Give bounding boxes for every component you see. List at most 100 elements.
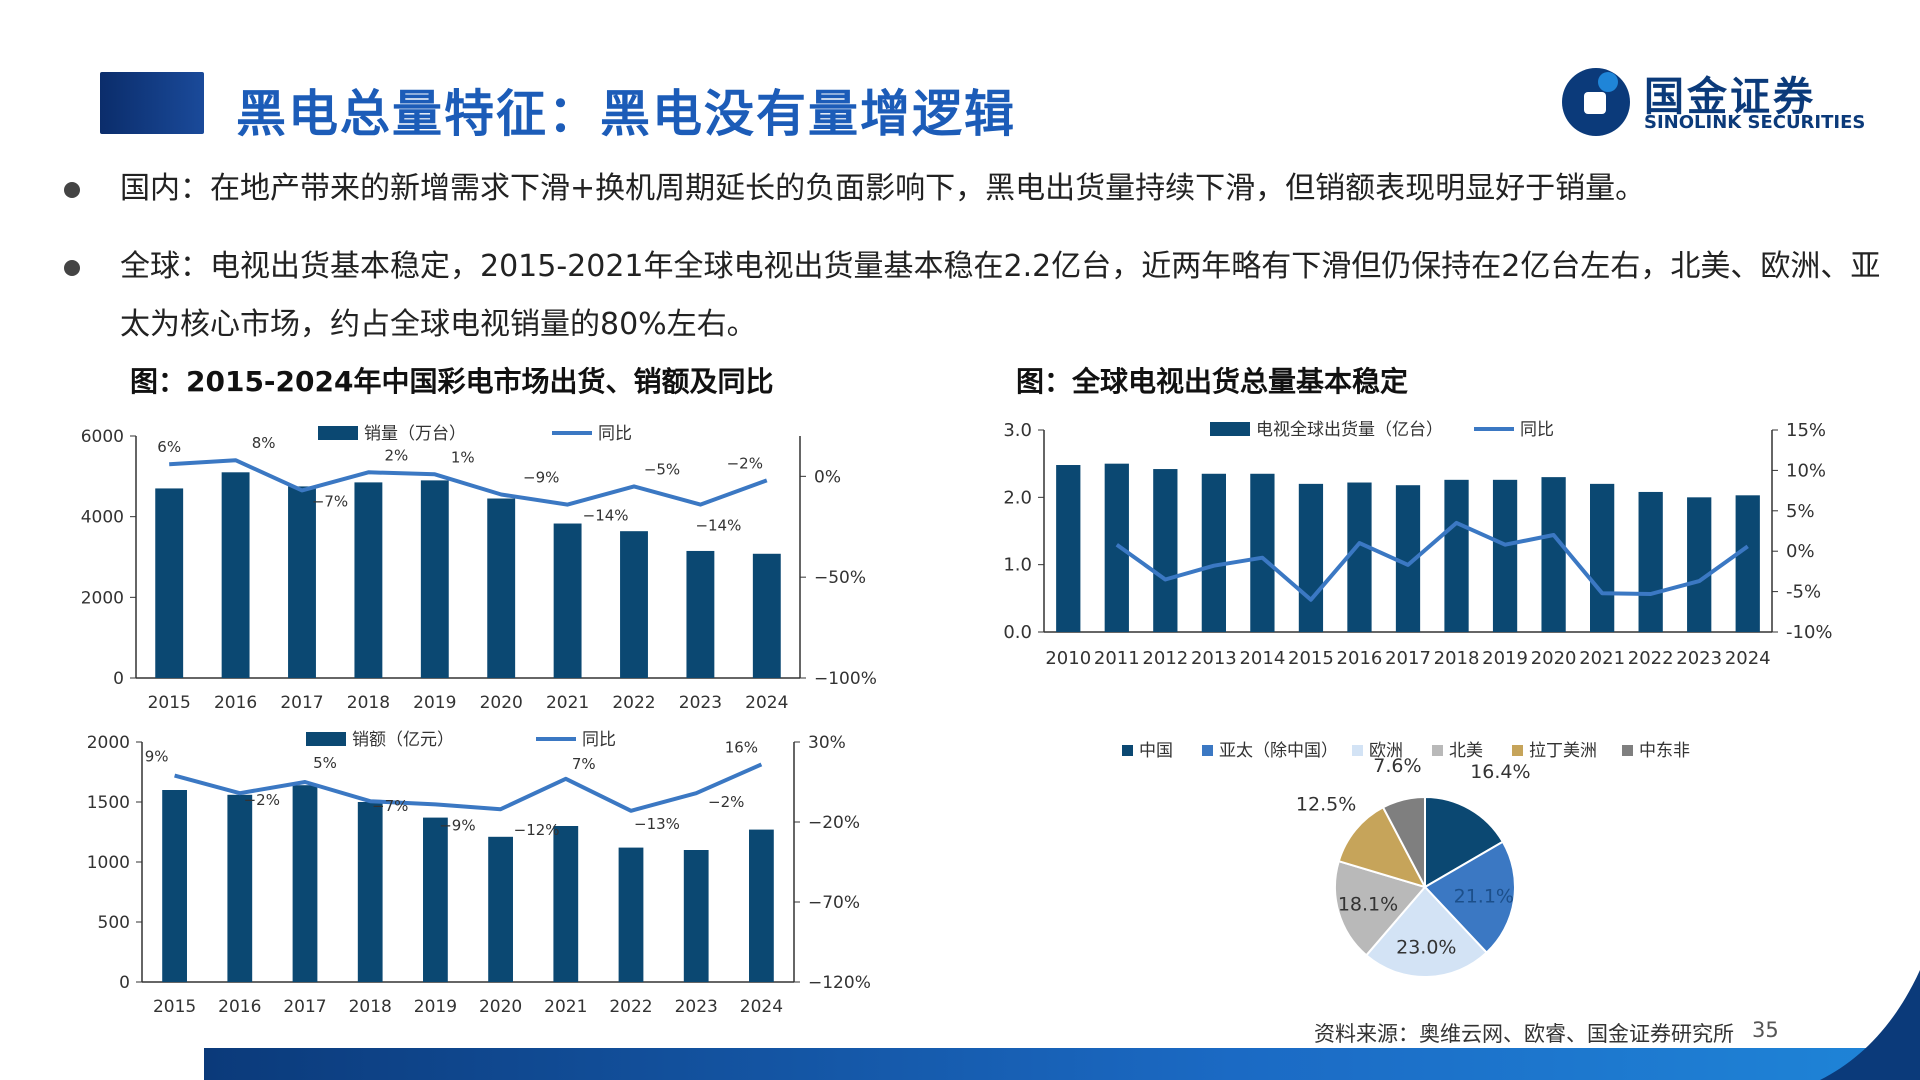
bar <box>1056 465 1081 632</box>
x-tick-label: 2010 <box>1045 648 1091 669</box>
x-tick-label: 2016 <box>1337 648 1383 669</box>
x-tick-label: 2012 <box>1142 648 1188 669</box>
pie-label: 12.5% <box>1296 794 1356 816</box>
y-tick-label-right: -10% <box>1786 622 1833 643</box>
bar <box>1201 473 1226 632</box>
data-label: −7% <box>312 492 348 510</box>
y-tick-label-left: 6000 <box>81 427 124 447</box>
bar <box>1735 495 1760 632</box>
bar <box>1541 477 1566 632</box>
figure-title-left: 图：2015-2024年中国彩电市场出货、销额及同比 <box>130 365 774 398</box>
data-label: 16% <box>725 738 758 756</box>
legend-swatch <box>1122 745 1133 756</box>
x-tick-label: 2017 <box>1385 648 1431 669</box>
y-tick-label-right: -5% <box>1786 582 1821 603</box>
data-label: −14% <box>695 517 741 535</box>
x-tick-label: 2015 <box>148 693 191 713</box>
china-volume-chart: 0 2000 4000 6000 −100% −50% 0% 2015 2016 2017 2018… <box>81 424 877 713</box>
x-tick-label: 2021 <box>546 693 589 713</box>
bullet-dot-icon <box>64 260 80 276</box>
footer-swoosh-decoration <box>1820 970 1920 1080</box>
bullet-dot-icon <box>64 182 80 198</box>
pie-slice <box>1423 840 1516 955</box>
data-label: 9% <box>145 748 169 766</box>
bar <box>227 794 253 982</box>
legend-label: 欧洲 <box>1369 741 1403 761</box>
logo-text-cn: 国金证券 <box>1644 74 1816 120</box>
legend-label: 中东非 <box>1639 741 1690 761</box>
legend-swatch <box>1622 745 1633 756</box>
figure-title-right: 图：全球电视出货总量基本稳定 <box>1016 365 1409 398</box>
x-tick-label: 2022 <box>612 693 655 713</box>
page-number: 35 <box>1752 1018 1779 1042</box>
y-tick-label-left: 1500 <box>87 793 130 813</box>
x-tick-label: 2020 <box>479 997 522 1017</box>
series-line <box>174 762 763 813</box>
y-tick-label-left: 0.0 <box>1003 622 1032 643</box>
bar <box>423 817 448 982</box>
bar <box>686 550 715 678</box>
bar <box>420 480 449 678</box>
x-tick-label: 2022 <box>609 997 652 1017</box>
x-tick-label: 2024 <box>740 997 783 1017</box>
y-tick-label-left: 500 <box>98 913 130 933</box>
pie-label: 18.1% <box>1338 894 1398 916</box>
x-tick-label: 2015 <box>1288 648 1334 669</box>
company-logo: 国金证券 SINOLINK SECURITIES <box>1556 60 1892 140</box>
page-title: 黑电总量特征：黑电没有量增逻辑 <box>236 85 1016 143</box>
source-note: 资料来源：奥维云网、欧睿、国金证券研究所 <box>1314 1022 1734 1046</box>
x-tick-label: 2024 <box>1725 648 1771 669</box>
legend-swatch-bar <box>1210 422 1250 436</box>
legend-label: 亚太（除中国） <box>1219 741 1338 761</box>
x-tick-label: 2015 <box>153 997 196 1017</box>
legend-label-line: 同比 <box>582 730 616 750</box>
bullet-text: 全球：电视出货基本稳定，2015-2021年全球电视出货量基本稳在2.2亿台，近… <box>120 249 1881 342</box>
x-tick-label: 2014 <box>1239 648 1285 669</box>
y-tick-label-right: −120% <box>808 973 871 993</box>
bar <box>155 488 184 678</box>
y-tick-label-right: −50% <box>814 568 866 588</box>
x-tick-label: 2020 <box>1531 648 1577 669</box>
pie-label: 7.6% <box>1373 755 1421 777</box>
bar <box>752 553 781 678</box>
data-label: −9% <box>439 816 475 834</box>
china-sales-chart: 0 500 1000 1500 2000 −120% −70% −20% 30% 2015 2016… <box>87 730 871 1017</box>
bar <box>1590 483 1615 632</box>
data-label: −14% <box>583 507 629 525</box>
legend-label-bar: 销额（亿元） <box>352 730 454 750</box>
y-tick-label-left: 2.0 <box>1003 487 1032 508</box>
y-tick-label-right: −20% <box>808 813 860 833</box>
bar <box>1104 463 1129 632</box>
x-tick-label: 2011 <box>1094 648 1140 669</box>
legend-swatch <box>1352 745 1363 756</box>
x-tick-label: 2023 <box>679 693 722 713</box>
legend-label: 北美 <box>1449 741 1483 761</box>
x-tick-label: 2017 <box>283 997 326 1017</box>
bar <box>162 790 187 982</box>
y-tick-label-right: 15% <box>1786 420 1826 441</box>
bar <box>1444 479 1469 632</box>
x-tick-label: 2023 <box>1676 648 1722 669</box>
x-tick-label: 2017 <box>280 693 323 713</box>
bar <box>292 785 318 982</box>
legend-swatch-bar <box>306 732 346 746</box>
pie-slice <box>1381 795 1426 888</box>
x-tick-label: 2020 <box>480 693 523 713</box>
data-label: −9% <box>523 468 559 486</box>
data-label: −7% <box>372 797 408 815</box>
x-tick-label: 2021 <box>1579 648 1625 669</box>
bar <box>683 850 709 982</box>
data-label: −2% <box>727 454 763 472</box>
bar <box>1638 491 1663 632</box>
legend-label-line: 同比 <box>598 424 632 444</box>
bar <box>1687 497 1712 632</box>
y-tick-label-left: 4000 <box>81 508 124 528</box>
bar <box>487 498 516 678</box>
x-tick-label: 2018 <box>347 693 390 713</box>
data-label: 8% <box>252 434 276 452</box>
footer-bar <box>204 1048 1920 1080</box>
y-tick-label-left: 2000 <box>87 733 130 753</box>
bar <box>618 847 644 982</box>
bullet-global: 全球：电视出货基本稳定，2015-2021年全球电视出货量基本稳在2.2亿台，近… <box>64 238 1884 354</box>
y-tick-label-right: 0% <box>1786 541 1815 562</box>
